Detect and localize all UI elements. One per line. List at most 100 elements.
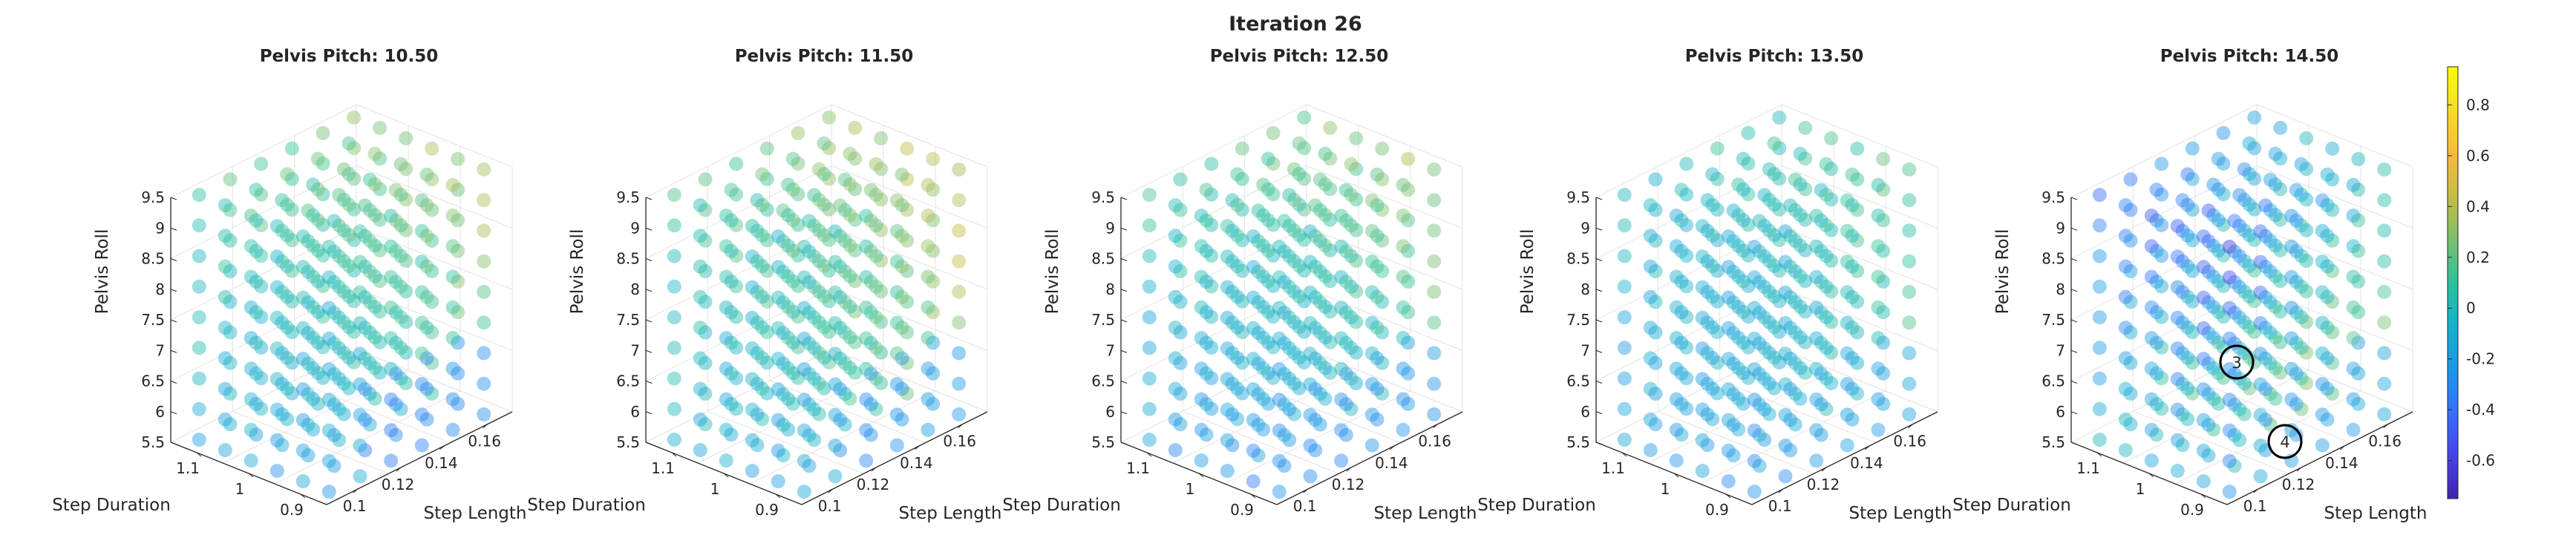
data-point (698, 325, 713, 340)
data-point (1778, 377, 1793, 392)
data-point (724, 427, 739, 442)
data-point (1643, 351, 1658, 366)
data-point (2232, 280, 2247, 295)
data-point (2196, 229, 2211, 244)
data-point (1349, 131, 1364, 145)
data-point (1312, 356, 1327, 371)
data-point (785, 274, 800, 289)
data-point (822, 324, 837, 339)
data-point (316, 279, 330, 293)
data-point (1710, 263, 1725, 278)
data-point (1721, 260, 1736, 275)
data-point (451, 151, 465, 166)
data-point (1793, 300, 1808, 314)
y-axis-label: Step Duration (527, 496, 646, 515)
data-point (1710, 355, 1725, 370)
data-point (2092, 371, 2107, 386)
data-point (353, 255, 367, 269)
data-point (1762, 162, 1776, 177)
data-point (1364, 223, 1379, 238)
z-tick-label: 5.5 (141, 433, 165, 451)
data-point (2284, 239, 2299, 254)
data-point (1370, 412, 1385, 427)
colorbar-tick-label: 0.4 (2466, 197, 2490, 215)
data-point (1308, 229, 1323, 243)
data-point (698, 387, 713, 401)
data-point (1871, 422, 1886, 437)
data-point (2263, 172, 2278, 187)
data-point (1752, 459, 1767, 473)
data-point (1204, 157, 1219, 171)
data-point (1726, 448, 1741, 463)
data-point (2242, 136, 2257, 151)
colorbar: 0.80.60.40.20-0.2-0.4-0.6 (2447, 66, 2495, 499)
data-point (828, 407, 843, 422)
data-point (1344, 401, 1359, 416)
data-point (869, 401, 883, 416)
data-point (1396, 177, 1410, 192)
marker-label: 3 (2232, 354, 2241, 372)
data-point (1788, 203, 1802, 217)
data-point (2346, 361, 2361, 376)
data-point (1695, 310, 1710, 325)
data-point (1396, 331, 1410, 345)
data-point (1819, 371, 1834, 386)
data-point (1705, 197, 1720, 212)
y-tick-label: 0.9 (1230, 501, 1254, 519)
data-point (1731, 177, 1746, 192)
data-point (750, 315, 765, 330)
x-tick-label: 0.16 (943, 433, 976, 450)
data-point (719, 392, 733, 407)
data-point (822, 202, 837, 217)
data-point (807, 402, 822, 417)
data-point (828, 316, 843, 330)
data-point (1427, 376, 1442, 391)
data-point (807, 371, 822, 386)
data-point (373, 304, 388, 319)
data-point (833, 259, 848, 274)
data-point (817, 258, 831, 273)
x-tick (2253, 488, 2258, 493)
data-point (223, 355, 238, 370)
data-point (310, 304, 325, 319)
data-point (755, 412, 770, 427)
data-point (284, 294, 299, 309)
data-point (1246, 474, 1261, 489)
data-point (1261, 243, 1275, 258)
data-point (1220, 341, 1235, 356)
data-point (341, 350, 356, 365)
data-point (1705, 412, 1720, 427)
data-point (848, 335, 863, 349)
data-point (1318, 300, 1333, 314)
data-point (2196, 382, 2211, 397)
data-point (2237, 407, 2252, 421)
z-tick-label: 9.5 (1091, 188, 1115, 206)
z-tick (170, 442, 177, 445)
data-point (869, 341, 883, 355)
data-point (724, 183, 739, 197)
data-point (1788, 417, 1802, 432)
data-point (1669, 453, 1684, 468)
data-point (2118, 289, 2133, 304)
data-point (1220, 310, 1235, 325)
data-point (1845, 381, 1860, 396)
data-point (1194, 300, 1209, 315)
data-point (2170, 433, 2185, 447)
data-point (1256, 238, 1271, 253)
data-point (698, 295, 713, 309)
data-point (1277, 306, 1292, 320)
data-point (301, 264, 316, 279)
data-point (2175, 285, 2190, 299)
data-point (2196, 290, 2211, 305)
data-point (781, 238, 796, 253)
data-point (750, 346, 765, 361)
data-point (2273, 274, 2288, 289)
data-point (921, 239, 935, 254)
data-point (1617, 371, 1632, 386)
data-point (837, 234, 852, 249)
data-point (693, 289, 707, 304)
data-point (2206, 238, 2221, 253)
data-point (393, 310, 408, 324)
data-point (2268, 269, 2283, 283)
data-point (1142, 249, 1157, 263)
